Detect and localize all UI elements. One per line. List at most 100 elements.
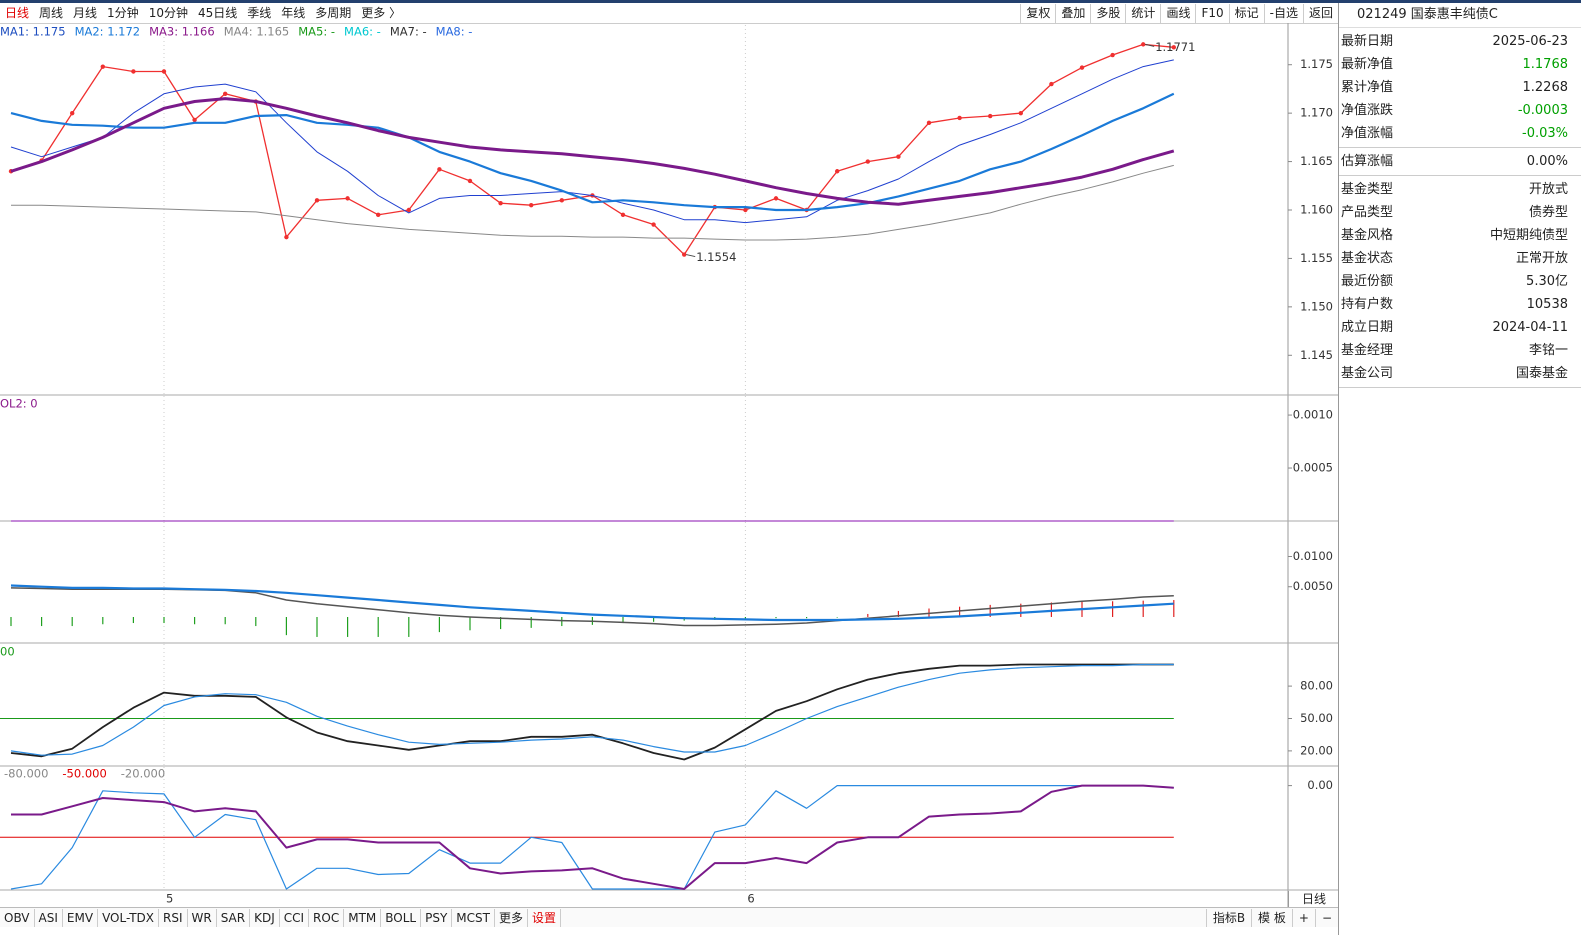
data-point	[1171, 45, 1177, 50]
indicator-tab[interactable]: BOLL	[381, 908, 422, 927]
y-tick-label: 1.170	[1300, 106, 1333, 120]
indicator-tool[interactable]: 指标B	[1205, 908, 1251, 927]
info-value: 1.2268	[1522, 80, 1569, 95]
info-row: 成立日期 2024-04-11	[1339, 316, 1581, 339]
tool-button[interactable]: 画线	[1160, 3, 1195, 23]
indicator-tab[interactable]: MTM	[344, 908, 382, 927]
data-point	[1110, 52, 1115, 58]
info-row: 净值涨跌 -0.0003	[1339, 99, 1581, 122]
data-point	[1079, 65, 1085, 70]
panel-header: OL2: 0	[0, 397, 38, 411]
indicator-tab[interactable]: KDJ	[250, 908, 280, 927]
indicator-tab[interactable]: MCST	[452, 908, 495, 927]
indicator-tool[interactable]: +	[1291, 908, 1315, 927]
tool-button[interactable]: 多股	[1090, 3, 1125, 23]
info-value: 正常开放	[1515, 251, 1568, 266]
period-tab[interactable]: 周线	[39, 5, 64, 20]
data-point	[896, 154, 901, 159]
period-tab[interactable]: 1分钟	[107, 5, 139, 20]
indicator-tabs: OBV ASI EMV VOL-TDX RSI WR SAR KDJ CCI ROC MTM BOLL…	[0, 908, 562, 927]
indicator-tool[interactable]: 模 板	[1251, 908, 1292, 927]
period-tab[interactable]: 45日线	[197, 5, 238, 20]
y-tick-label: 0.0100	[1293, 549, 1333, 563]
period-tab[interactable]: 10分钟	[148, 5, 188, 20]
data-point	[926, 120, 932, 126]
indicator-tab[interactable]: ASI	[35, 908, 63, 927]
data-point	[131, 69, 136, 74]
tool-button[interactable]: -自选	[1263, 3, 1303, 23]
indicator-tool[interactable]: −	[1314, 908, 1338, 927]
indicator-tab[interactable]: EMV	[63, 908, 99, 927]
indicator-tab[interactable]: VOL-TDX	[98, 908, 159, 927]
legend-entry: MA3: 1.166	[149, 25, 215, 39]
info-row: 净值涨幅 -0.03%	[1339, 122, 1581, 145]
y-tick-label: 50.00	[1300, 711, 1333, 725]
tool-button[interactable]: F10	[1195, 3, 1228, 23]
info-label: 净值涨幅	[1341, 126, 1394, 141]
period-tab[interactable]: 更多 〉	[361, 5, 402, 20]
info-row: 基金状态 正常开放	[1339, 247, 1581, 270]
tool-buttons: 复权 叠加 多股 统计 画线 F10 标记 -自选 返回	[1020, 3, 1338, 23]
legend-entry: MA7: -	[390, 25, 427, 39]
info-label: 基金风格	[1341, 228, 1394, 243]
info-row: 基金类型 开放式	[1339, 178, 1581, 201]
tool-button[interactable]: 返回	[1302, 3, 1338, 23]
info-row: 最新净值 1.1768	[1339, 53, 1581, 76]
data-point	[529, 202, 534, 208]
data-point	[70, 110, 75, 116]
legend-entry: MA6: -	[344, 25, 381, 39]
info-row: 基金公司 国泰基金	[1339, 362, 1581, 385]
period-tab[interactable]: 多周期	[315, 5, 352, 20]
info-value: 10538	[1526, 297, 1568, 312]
indicator-tab[interactable]: CCI	[280, 908, 310, 927]
info-label: 估算涨幅	[1341, 154, 1394, 169]
indicator-tab[interactable]: PSY	[421, 908, 453, 927]
period-tab[interactable]: 月线	[73, 5, 98, 20]
level-label: -50.000	[62, 767, 106, 781]
series-line	[10, 59, 1174, 224]
info-label: 产品类型	[1341, 205, 1394, 220]
data-point	[651, 222, 656, 227]
y-tick-label: 1.155	[1300, 251, 1333, 265]
legend-entry: MA1: 1.175	[0, 25, 66, 39]
data-point	[376, 212, 381, 218]
x-tick-label: 6	[747, 892, 754, 906]
data-point	[1049, 81, 1054, 87]
data-point	[1141, 42, 1146, 47]
series-line	[11, 164, 1174, 241]
info-value: 中短期纯债型	[1489, 228, 1568, 243]
y-tick-label: 1.175	[1300, 57, 1333, 71]
data-point	[406, 207, 411, 213]
series-line	[10, 663, 1174, 761]
y-tick-label: 0.00	[1307, 778, 1333, 792]
indicator-tools: 指标B 模 板 + −	[1205, 908, 1338, 927]
data-point	[314, 198, 320, 203]
period-tab[interactable]: 日线	[5, 5, 30, 20]
info-value: 债券型	[1528, 205, 1568, 220]
info-label: 基金经理	[1341, 343, 1394, 358]
annotation-arrow	[686, 254, 696, 258]
indicator-tab[interactable]: ROC	[309, 908, 345, 927]
y-tick-label: 1.160	[1300, 203, 1333, 217]
tool-button[interactable]: 复权	[1020, 3, 1055, 23]
period-tab[interactable]: 季线	[247, 5, 272, 20]
indicator-tab[interactable]: 设置	[528, 908, 562, 927]
info-label: 基金公司	[1341, 366, 1394, 381]
legend-entry: MA4: 1.165	[224, 25, 290, 39]
data-point	[835, 169, 840, 174]
tool-button[interactable]: 标记	[1228, 3, 1264, 23]
data-point	[437, 167, 442, 172]
tool-button[interactable]: 叠加	[1055, 3, 1090, 23]
tool-button[interactable]: 统计	[1125, 3, 1160, 23]
series-line	[10, 663, 1174, 756]
info-row: 估算涨幅 0.00%	[1339, 150, 1581, 173]
indicator-tab[interactable]: RSI	[159, 908, 188, 927]
indicator-tab[interactable]: SAR	[217, 908, 251, 927]
data-point	[865, 159, 870, 164]
fund-title: 021249 国泰惠丰纯债C	[1339, 3, 1581, 28]
period-tab[interactable]: 年线	[281, 5, 306, 20]
y-tick-label: 0.0005	[1293, 461, 1333, 475]
indicator-tab[interactable]: OBV	[0, 908, 35, 927]
indicator-tab[interactable]: WR	[188, 908, 217, 927]
indicator-tab[interactable]: 更多	[495, 908, 528, 927]
